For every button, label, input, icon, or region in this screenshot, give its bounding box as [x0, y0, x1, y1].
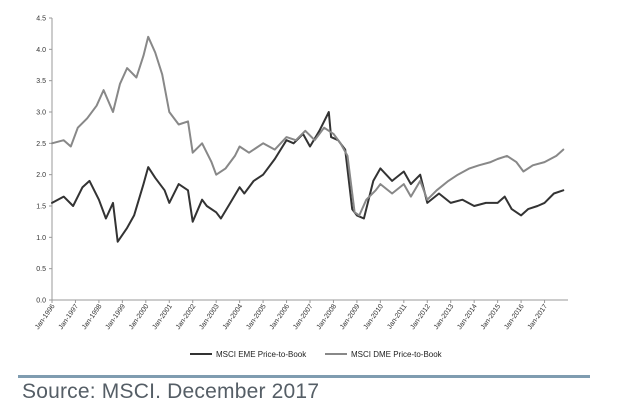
x-tick-label: Jan-1997: [58, 303, 81, 331]
legend: MSCI EME Price-to-Book MSCI DME Price-to-…: [190, 350, 443, 359]
x-tick-label: Jan-2008: [316, 303, 339, 331]
x-tick-label: Jan-2014: [456, 303, 479, 331]
x-tick-label: Jan-2005: [245, 303, 268, 331]
x-tick-label: Jan-1999: [105, 303, 128, 331]
series-lines: [51, 35, 565, 243]
x-tick-label: Jan-2002: [175, 303, 198, 331]
y-tick-label: 3.5: [36, 78, 46, 85]
series-line-dme: [51, 35, 565, 217]
y-tick-label: 2.5: [36, 141, 46, 148]
y-axis: 0.0 0.5 1.0 1.5 2.0 2.5 3.0 3.5 4.0 4.5: [36, 16, 53, 305]
y-tick-label: 2.0: [36, 172, 46, 179]
x-tick-label: Jan-2003: [198, 303, 221, 331]
footer-divider: [18, 375, 590, 378]
x-tick-label: Jan-1996: [34, 303, 57, 331]
x-tick-label: Jan-2010: [363, 303, 386, 331]
y-tick-label: 4.5: [36, 16, 46, 23]
y-tick-label: 3.0: [36, 110, 46, 117]
x-tick-label: Jan-2015: [480, 303, 503, 331]
x-tick-label: Jan-2011: [386, 303, 408, 331]
x-axis: Jan-1996 Jan-1997 Jan-1998 Jan-1999 Jan-2000…: [34, 299, 568, 331]
y-tick-label: 4.0: [36, 47, 46, 54]
x-tick-label: Jan-2006: [269, 303, 292, 331]
series-line-eme: [51, 111, 565, 243]
x-tick-label: Jan-2016: [503, 303, 526, 331]
x-tick-label: Jan-1998: [81, 303, 104, 331]
x-tick-label: Jan-2007: [292, 303, 315, 331]
legend-label: MSCI DME Price-to-Book: [351, 350, 443, 359]
y-tick-label: 0.0: [36, 298, 46, 305]
y-tick-label: 0.5: [36, 266, 46, 273]
source-note: Source: MSCI. December 2017: [22, 380, 320, 403]
x-tick-label: Jan-2004: [222, 303, 245, 331]
legend-label: MSCI EME Price-to-Book: [216, 350, 307, 359]
x-tick-label: Jan-2001: [151, 303, 174, 331]
y-tick-label: 1.5: [36, 204, 46, 211]
x-tick-label: Jan-2017: [527, 303, 550, 331]
x-tick-label: Jan-2012: [409, 303, 432, 331]
y-tick-label: 1.0: [36, 235, 46, 242]
x-tick-label: Jan-2000: [128, 303, 151, 331]
line-chart: 0.00.51.01.52.02.53.03.54.04.5 Jan-1996 J…: [34, 16, 568, 359]
x-tick-label: Jan-2009: [339, 303, 362, 331]
x-tick-label: Jan-2013: [433, 303, 456, 331]
